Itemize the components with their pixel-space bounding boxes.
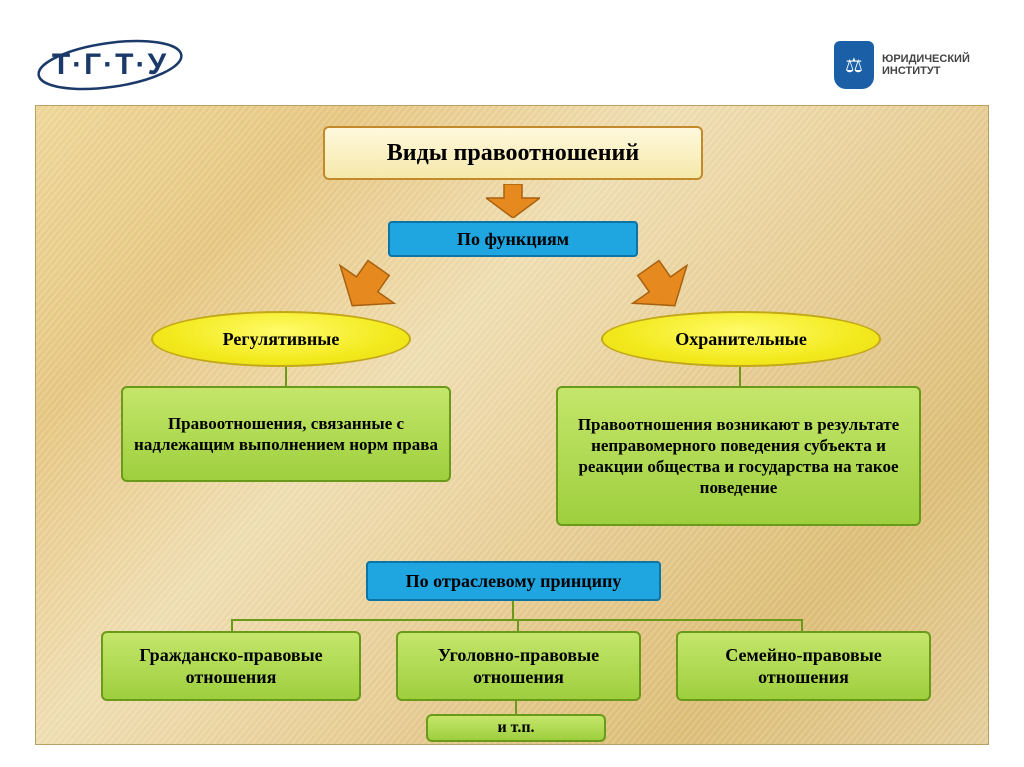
logo-tgtu: Т·Г·Т·У (30, 30, 190, 100)
title-box: Виды правоотношений (323, 126, 703, 180)
page: Т·Г·Т·У ⚖ ЮРИДИЧЕСКИЙ ИНСТИТУТ Виды прав… (0, 0, 1024, 767)
logo-tgtu-text: Т·Г·Т·У (52, 48, 168, 82)
branch-family: Семейно-правовые отношения (676, 631, 931, 701)
scales-icon: ⚖ (834, 41, 874, 89)
logo-right-line1: ЮРИДИЧЕСКИЙ (882, 53, 970, 65)
branch-civil: Гражданско-правовые отношения (101, 631, 361, 701)
branch-criminal: Уголовно-правовые отношения (396, 631, 641, 701)
logo-right-text: ЮРИДИЧЕСКИЙ ИНСТИТУТ (882, 53, 970, 77)
connector-line (512, 601, 514, 621)
arrow-down-right-icon (616, 258, 706, 314)
criterion-by-branch: По отраслевому принципу (366, 561, 661, 601)
arrow-down-icon (486, 184, 540, 218)
protective-description: Правоотношения возникают в результате не… (556, 386, 921, 526)
regulative-description: Правоотношения, связанные с надлежащим в… (121, 386, 451, 482)
branch-etc: и т.п. (426, 714, 606, 742)
connector-line (517, 619, 519, 631)
logo-law-institute: ⚖ ЮРИДИЧЕСКИЙ ИНСТИТУТ (834, 30, 994, 100)
type-regulative: Регулятивные (151, 311, 411, 367)
arrow-down-left-icon (321, 258, 411, 314)
connector-line (739, 367, 741, 386)
criterion-by-function: По функциям (388, 221, 638, 257)
type-protective: Охранительные (601, 311, 881, 367)
connector-line (515, 701, 517, 714)
connector-line (801, 619, 803, 631)
connector-line (285, 367, 287, 386)
slide-canvas: Виды правоотношений По функциям Регулят (35, 105, 989, 745)
connector-line (231, 619, 233, 631)
logo-right-line2: ИНСТИТУТ (882, 65, 970, 77)
